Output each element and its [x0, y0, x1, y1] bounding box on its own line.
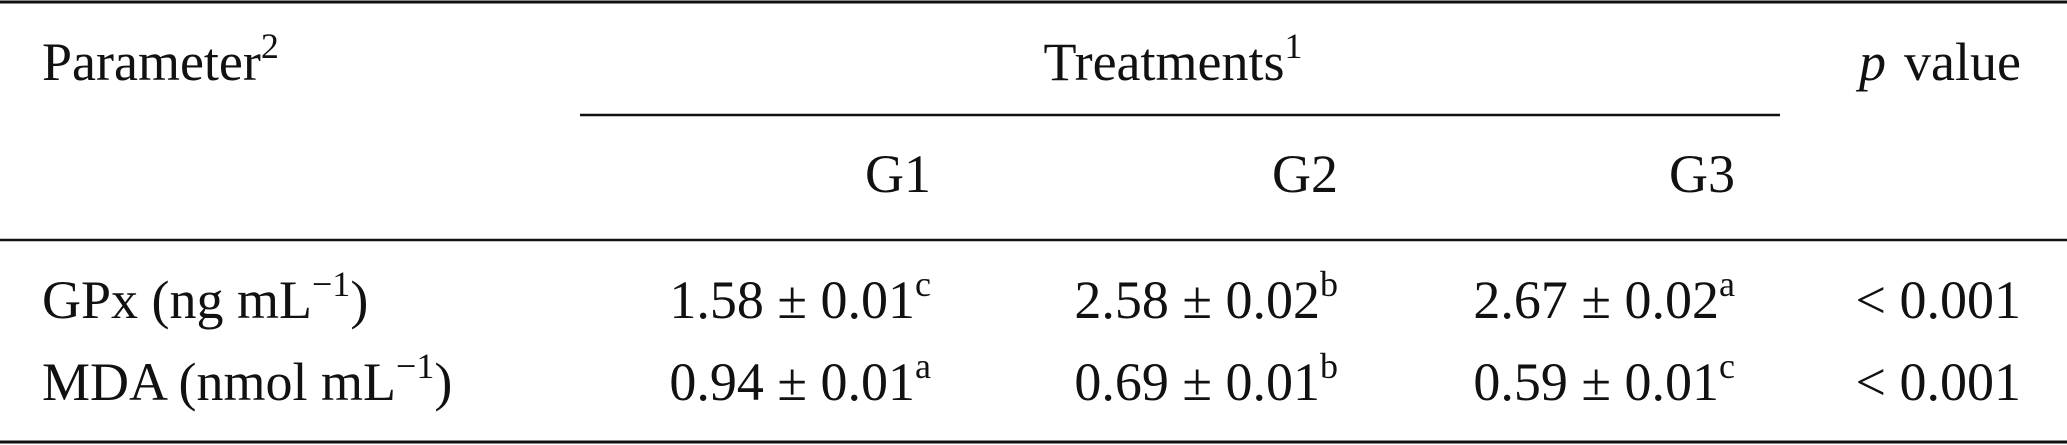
italic: p [1855, 32, 1886, 92]
text: 2.67 ± 0.02 [1473, 270, 1719, 330]
text: MDA (nmol mL [42, 352, 396, 412]
cell: 0.94 ± 0.01a [669, 346, 931, 412]
cell: 2.67 ± 0.02a [1473, 264, 1735, 330]
text: value [1904, 32, 2021, 92]
sup: a [1719, 264, 1735, 304]
close: ) [434, 352, 452, 412]
sup: b [1320, 264, 1338, 304]
text: 1.58 ± 0.01 [669, 270, 915, 330]
cell: 1.58 ± 0.01c [669, 264, 931, 330]
p-cell: < 0.001 [1856, 352, 2021, 412]
sup: a [915, 346, 931, 386]
text: 0.69 ± 0.01 [1074, 352, 1320, 412]
text: Parameter [42, 32, 261, 92]
group-header: G3 [1669, 144, 1735, 204]
cell: 2.58 ± 0.02b [1074, 264, 1338, 330]
header-p-value: p value [1855, 32, 2021, 92]
sup: b [1320, 346, 1338, 386]
row-label: GPx (ng mL−1) [42, 264, 368, 330]
p-cell: < 0.001 [1856, 270, 2021, 330]
text: GPx (ng mL [42, 270, 312, 330]
header-parameter: Parameter2 [42, 26, 279, 92]
sup: 1 [1285, 26, 1303, 66]
text: 0.94 ± 0.01 [669, 352, 915, 412]
cell: 0.69 ± 0.01b [1074, 346, 1338, 412]
text: Treatments [1044, 32, 1285, 92]
row-label: MDA (nmol mL−1) [42, 346, 452, 412]
sup: −1 [312, 264, 350, 304]
sup: −1 [396, 346, 434, 386]
close: ) [350, 270, 368, 330]
group-header: G1 [865, 144, 931, 204]
sup: 2 [261, 26, 279, 66]
sup: c [1719, 346, 1735, 386]
text: 0.59 ± 0.01 [1473, 352, 1719, 412]
group-header: G2 [1272, 144, 1338, 204]
sup: c [915, 264, 931, 304]
header-treatments: Treatments1 [1044, 26, 1303, 92]
text: 2.58 ± 0.02 [1074, 270, 1320, 330]
cell: 0.59 ± 0.01c [1473, 346, 1735, 412]
